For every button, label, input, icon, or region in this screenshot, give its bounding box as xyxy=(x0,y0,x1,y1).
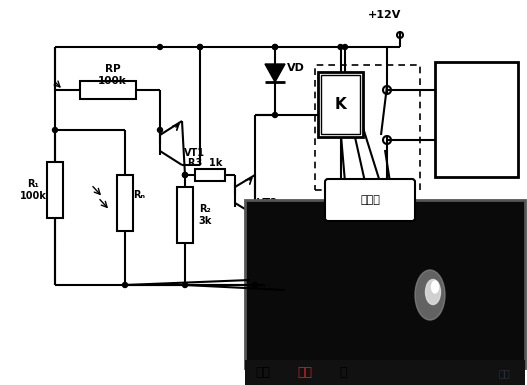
Bar xyxy=(177,187,193,243)
Bar xyxy=(315,65,420,190)
Ellipse shape xyxy=(415,270,445,320)
Circle shape xyxy=(252,283,258,288)
FancyBboxPatch shape xyxy=(325,179,415,221)
Bar xyxy=(195,169,225,181)
Text: +12V: +12V xyxy=(368,10,402,20)
Bar xyxy=(245,360,525,385)
Text: RP
100k: RP 100k xyxy=(98,64,127,86)
Circle shape xyxy=(198,45,202,50)
Bar xyxy=(321,75,360,134)
Text: R₁
100k: R₁ 100k xyxy=(19,179,46,201)
Circle shape xyxy=(122,283,128,288)
Text: VD: VD xyxy=(287,63,305,73)
Bar xyxy=(318,72,363,137)
Ellipse shape xyxy=(432,281,438,293)
Bar xyxy=(117,174,133,231)
Text: 光敏: 光敏 xyxy=(255,367,270,380)
Circle shape xyxy=(272,45,278,50)
Bar xyxy=(47,162,63,218)
Bar xyxy=(245,200,525,368)
Text: VT1: VT1 xyxy=(184,148,205,158)
Circle shape xyxy=(182,172,188,177)
Circle shape xyxy=(53,127,57,132)
Text: 器: 器 xyxy=(339,367,346,380)
Circle shape xyxy=(272,45,278,50)
Text: R₂
3k: R₂ 3k xyxy=(198,204,212,226)
Text: 电阻: 电阻 xyxy=(297,367,312,380)
Ellipse shape xyxy=(425,280,441,305)
Text: 继电器: 继电器 xyxy=(360,195,380,205)
Circle shape xyxy=(343,45,347,50)
Bar xyxy=(435,62,518,177)
Text: 中文: 中文 xyxy=(498,368,510,378)
Polygon shape xyxy=(265,64,285,82)
Bar xyxy=(80,81,135,99)
Text: VT2: VT2 xyxy=(257,198,278,208)
Circle shape xyxy=(158,45,162,50)
Circle shape xyxy=(272,112,278,117)
Text: 被控
制电路: 被控 制电路 xyxy=(466,108,486,131)
Circle shape xyxy=(182,283,188,288)
Circle shape xyxy=(198,45,202,50)
Circle shape xyxy=(338,45,343,50)
Text: K: K xyxy=(335,97,346,112)
Text: R3  1k: R3 1k xyxy=(188,158,222,168)
Circle shape xyxy=(182,172,188,177)
Circle shape xyxy=(158,127,162,132)
Text: Rₙ: Rₙ xyxy=(133,189,145,199)
